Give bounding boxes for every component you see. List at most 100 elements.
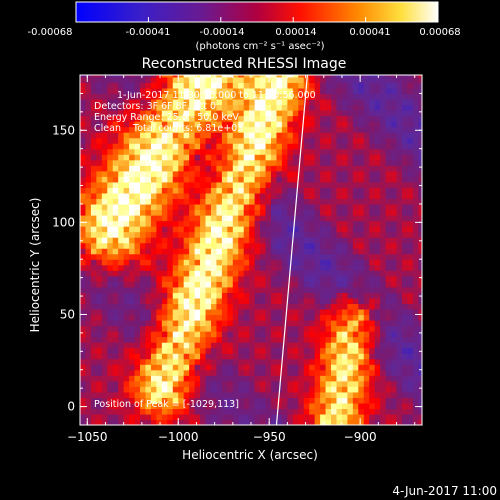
heatmap-cell: [276, 325, 283, 332]
heatmap-cell: [101, 353, 108, 360]
heatmap-cell: [210, 75, 218, 78]
heatmap-cell: [167, 192, 174, 200]
heatmap-cell: [369, 303, 376, 310]
heatmap-cell: [227, 342, 234, 349]
heatmap-cell: [265, 303, 272, 310]
heatmap-cell: [309, 237, 316, 244]
heatmap-cell: [221, 159, 228, 166]
heatmap-cell: [331, 375, 338, 382]
heatmap-cell: [336, 192, 343, 200]
heatmap-cell: [412, 198, 419, 205]
heatmap-cell: [205, 292, 212, 299]
heatmap-cell: [331, 308, 338, 316]
heatmap-cell: [401, 82, 409, 89]
annotation-clean: Clean Total counts: 6.81e+03: [94, 123, 243, 134]
heatmap-cell: [363, 132, 370, 139]
heatmap-cell: [107, 143, 114, 150]
heatmap-cell: [369, 342, 376, 349]
heatmap-cell: [134, 297, 141, 305]
heatmap-cell: [194, 386, 201, 393]
heatmap-cell: [412, 176, 419, 183]
heatmap-cell: [331, 220, 338, 227]
heatmap-cell: [194, 292, 201, 299]
heatmap-cell: [96, 237, 103, 244]
heatmap-cell: [341, 336, 349, 343]
heatmap-cell: [227, 320, 234, 327]
heatmap-cell: [145, 181, 152, 188]
heatmap-cell: [205, 110, 212, 117]
heatmap-cell: [265, 115, 272, 122]
heatmap-cell: [265, 93, 272, 100]
heatmap-cell: [200, 237, 207, 244]
heatmap-cell: [385, 336, 392, 343]
heatmap-cell: [189, 242, 196, 249]
heatmap-cell: [407, 198, 414, 205]
heatmap-cell: [391, 320, 398, 327]
heatmap-cell: [167, 270, 174, 277]
heatmap-cell: [150, 132, 158, 139]
heatmap-cell: [325, 397, 332, 404]
heatmap-cell: [145, 198, 152, 205]
heatmap-cell: [292, 264, 299, 271]
heatmap-cell: [347, 98, 354, 106]
heatmap-cell: [101, 413, 108, 421]
heatmap-cell: [150, 408, 158, 415]
heatmap-cell: [363, 121, 370, 128]
heatmap-cell: [309, 325, 316, 332]
heatmap-cell: [140, 226, 147, 233]
heatmap-cell: [90, 226, 97, 233]
heatmap-cell: [352, 104, 359, 111]
heatmap-cell: [331, 76, 338, 83]
heatmap-cell: [238, 386, 245, 393]
heatmap-cell: [118, 187, 125, 194]
heatmap-cell: [347, 380, 354, 387]
heatmap-cell: [336, 358, 343, 365]
heatmap-cell: [232, 187, 239, 194]
heatmap-cell: [374, 408, 381, 415]
heatmap-cell: [396, 292, 403, 299]
heatmap-cell: [391, 93, 398, 100]
heatmap-cell: [156, 220, 163, 227]
heatmap-cell: [336, 110, 343, 117]
heatmap-cell: [260, 242, 267, 249]
heatmap-cell: [161, 286, 168, 293]
heatmap-cell: [205, 237, 212, 244]
heatmap-cell: [216, 215, 223, 222]
heatmap-cell: [101, 82, 108, 89]
heatmap-cell: [134, 358, 141, 365]
heatmap-cell: [161, 358, 168, 365]
heatmap-cell: [352, 397, 359, 404]
heatmap-cell: [210, 303, 218, 310]
heatmap-cell: [401, 386, 409, 393]
heatmap-cell: [112, 181, 119, 188]
heatmap-cell: [401, 165, 409, 172]
heatmap-cell: [167, 413, 174, 421]
heatmap-cell: [358, 209, 365, 216]
heatmap-cell: [369, 353, 376, 360]
heatmap-cell: [260, 98, 267, 106]
heatmap-cell: [407, 76, 414, 83]
heatmap-cell: [200, 198, 207, 205]
heatmap-cell: [80, 209, 87, 216]
heatmap-cell: [129, 391, 136, 398]
heatmap-cell: [309, 104, 316, 111]
heatmap-cell: [221, 369, 228, 376]
heatmap-cell: [358, 242, 365, 249]
heatmap-cell: [134, 364, 141, 371]
heatmap-cell: [150, 331, 158, 338]
heatmap-cell: [287, 375, 294, 382]
heatmap-cell: [205, 297, 212, 305]
heatmap-cell: [292, 215, 299, 222]
heatmap-cell: [271, 292, 278, 299]
heatmap-cell: [129, 198, 136, 205]
heatmap-cell: [145, 209, 152, 216]
heatmap-cell: [309, 242, 316, 249]
heatmap-cell: [271, 165, 278, 172]
heatmap-cell: [156, 115, 163, 122]
heatmap-cell: [90, 209, 97, 216]
heatmap-cell: [140, 110, 147, 117]
heatmap-cell: [221, 402, 228, 410]
heatmap-cell: [161, 314, 168, 321]
heatmap-cell: [249, 264, 256, 271]
heatmap-cell: [314, 121, 321, 128]
